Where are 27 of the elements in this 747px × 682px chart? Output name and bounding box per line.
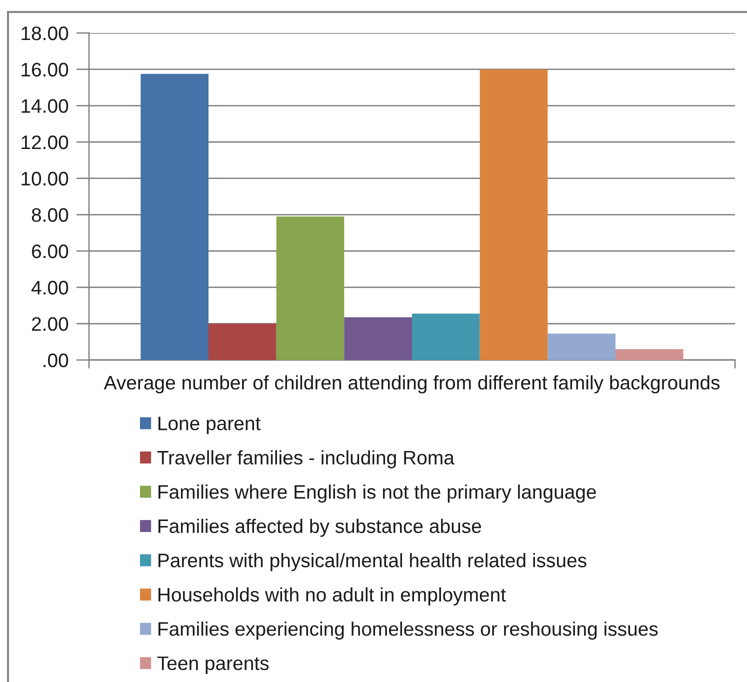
bar: [548, 334, 616, 360]
y-tick-label: 18.00: [22, 26, 68, 40]
y-tick-label: 14.00: [22, 99, 68, 113]
legend-label: Parents with physical/mental health related issues: [158, 553, 586, 572]
bar: [480, 69, 548, 360]
bar: [344, 317, 412, 360]
bar: [615, 349, 684, 360]
legend-label: Families experiencing homelessness or reshousing issues: [158, 622, 658, 640]
bar: [276, 216, 344, 360]
y-tick-label: 2.00: [32, 317, 68, 331]
y-tick-label: 8.00: [32, 208, 68, 222]
legend-label: Lone parent: [158, 416, 261, 434]
x-tick-label: Average number of children attending from different family backgrounds: [104, 375, 720, 394]
legend-label: Households with no adult in employment: [158, 587, 506, 606]
y-tick-label: 6.00: [32, 244, 68, 258]
y-tick-label: 16.00: [22, 62, 68, 77]
y-tick-label: 4.00: [31, 280, 68, 295]
y-tick-label: 10.00: [22, 172, 68, 186]
bar: [140, 74, 209, 360]
y-tick-label: .00: [44, 353, 68, 368]
bar: [412, 314, 480, 360]
legend-label: Families affected by substance abuse: [158, 518, 482, 537]
y-tick-label: 12.00: [22, 135, 68, 150]
legend-label: Traveller families - including Roma: [157, 450, 454, 468]
legend-label: Teen parents: [157, 656, 269, 674]
legend-label: Families where English is not the primary language: [158, 484, 596, 503]
bar: [208, 324, 276, 360]
